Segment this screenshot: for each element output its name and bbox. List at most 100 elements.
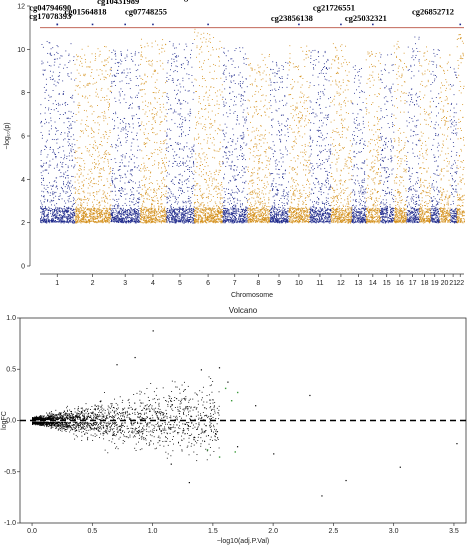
x-tick-label: 9 — [277, 280, 281, 287]
manhattan-y-axis-label: −log₁₀(p) — [4, 122, 11, 149]
annotated-point — [91, 23, 94, 26]
cpg-label: cg17078393 — [29, 11, 71, 21]
x-tick-label: 16 — [396, 280, 404, 287]
annotated-point — [152, 23, 154, 26]
x-tick-label: 3.5 — [449, 528, 459, 535]
x-tick-label: 2.5 — [329, 528, 339, 535]
outlier-point — [200, 369, 203, 371]
x-tick-label: 10 — [295, 280, 303, 287]
outlier-point — [345, 479, 347, 482]
outlier-point — [456, 443, 458, 445]
y-tick-label: 4 — [21, 177, 25, 184]
cpg-label: cg25032321 — [345, 13, 387, 23]
annotated-point — [340, 23, 342, 26]
y-tick-label: 12 — [17, 4, 25, 11]
annotated-point — [207, 23, 209, 26]
chromosome-10-points — [288, 45, 311, 224]
y-tick-label: 2 — [21, 220, 25, 227]
chromosome-8-points — [247, 53, 271, 224]
chromosome-3-points — [110, 49, 141, 224]
cpg-label: cg07748255 — [125, 7, 167, 17]
volcano-x-axis: 0.0 0.5 1.0 1.5 2.0 2.5 3.0 3.5 — [27, 523, 459, 535]
chromosome-16-points — [393, 40, 408, 224]
volcano-outliers — [116, 330, 458, 497]
volcano-highlights — [206, 387, 239, 458]
chromosome-6-points — [193, 28, 224, 224]
cpg-label: cg26852712 — [412, 7, 454, 17]
manhattan-y-axis: 0 2 4 6 8 10 12 — [17, 4, 31, 271]
cpg-label: cg01564818 — [65, 7, 107, 17]
chromosome-12-points — [330, 43, 353, 224]
annotated-point — [459, 23, 462, 26]
x-tick-label: 1.5 — [208, 528, 218, 535]
volcano-y-axis: -1.0 -0.5 0.0 0.5 1.0 — [4, 315, 20, 527]
y-tick-label: 8 — [21, 90, 25, 97]
cpg-label: cg07369374 — [180, 0, 223, 2]
manhattan-x-axis: 1 2 3 4 5 6 7 8 9 10 11 12 13 14 15 16 17 18 19 20 21 22 — [40, 273, 464, 287]
chromosome-15-points — [379, 53, 395, 224]
x-tick-label: 18 — [421, 280, 429, 287]
outlier-point — [273, 453, 275, 455]
volcano-points — [32, 330, 458, 497]
chromosome-11-points — [309, 49, 332, 224]
outlier-point — [188, 482, 190, 484]
x-tick-label: 8 — [256, 280, 260, 287]
y-tick-label: 10 — [17, 47, 25, 54]
y-tick-label: 0 — [21, 264, 25, 271]
x-tick-label: 3 — [123, 280, 127, 287]
outlier-point — [321, 495, 323, 497]
chromosome-18-points — [419, 46, 432, 224]
x-tick-label: 2 — [91, 280, 95, 287]
x-tick-label: 17 — [409, 280, 417, 287]
chromosome-4-points — [139, 38, 167, 224]
outlier-point — [255, 405, 257, 407]
outlier-point — [218, 367, 221, 369]
chromosome-9-points — [269, 61, 290, 224]
cpg-label: cg10431989 — [97, 0, 139, 6]
highlight-point — [206, 449, 209, 451]
cpg-label: cg21726551 — [313, 2, 355, 12]
y-tick-label: 6 — [21, 134, 25, 141]
x-tick-label: 13 — [355, 280, 363, 287]
x-tick-label: 2.0 — [268, 528, 278, 535]
chromosome-2-points — [74, 45, 112, 224]
y-tick-label: 0.5 — [6, 366, 16, 373]
outlier-point — [399, 466, 401, 468]
chromosome-5-points — [166, 41, 195, 224]
outlier-point — [152, 330, 154, 332]
outlier-point — [116, 364, 118, 366]
x-tick-label: 22 — [456, 280, 464, 287]
y-tick-label: -1.0 — [4, 520, 16, 527]
x-tick-label: 6 — [206, 280, 210, 287]
volcano-plot: -1.0 -0.5 0.0 0.5 1.0 0.0 0.5 1.0 1.5 2.0 2.5 3.0 3… — [1, 306, 467, 545]
x-tick-label: 5 — [178, 280, 182, 287]
highlight-point — [234, 451, 236, 453]
manhattan-points — [40, 28, 465, 224]
x-tick-label: 0.5 — [87, 528, 97, 535]
chromosome-22-points — [456, 34, 465, 224]
x-tick-label: 20 — [441, 280, 449, 287]
x-tick-label: 7 — [233, 280, 237, 287]
outlier-point — [134, 356, 136, 359]
chromosome-13-points — [351, 65, 367, 224]
annotated-point — [298, 23, 300, 26]
outlier-point — [227, 381, 229, 383]
highlight-point — [218, 456, 221, 458]
volcano-y-axis-label: logFC — [1, 411, 8, 430]
x-tick-label: 0.0 — [27, 528, 37, 535]
chromosome-7-points — [222, 47, 248, 224]
manhattan-x-axis-label: Chromosome — [231, 292, 273, 299]
chromosome-19-points — [430, 49, 441, 224]
outlier-point — [170, 463, 172, 465]
y-tick-label: 0.0 — [6, 418, 16, 425]
highlight-point — [236, 391, 239, 394]
chromosome-21-points — [449, 66, 458, 224]
chromosome-20-points — [439, 54, 451, 224]
outlier-point — [309, 394, 311, 397]
cpg-label: cg04794690 — [29, 2, 71, 12]
volcano-title: Volcano — [229, 306, 258, 315]
highlight-point — [224, 387, 227, 390]
